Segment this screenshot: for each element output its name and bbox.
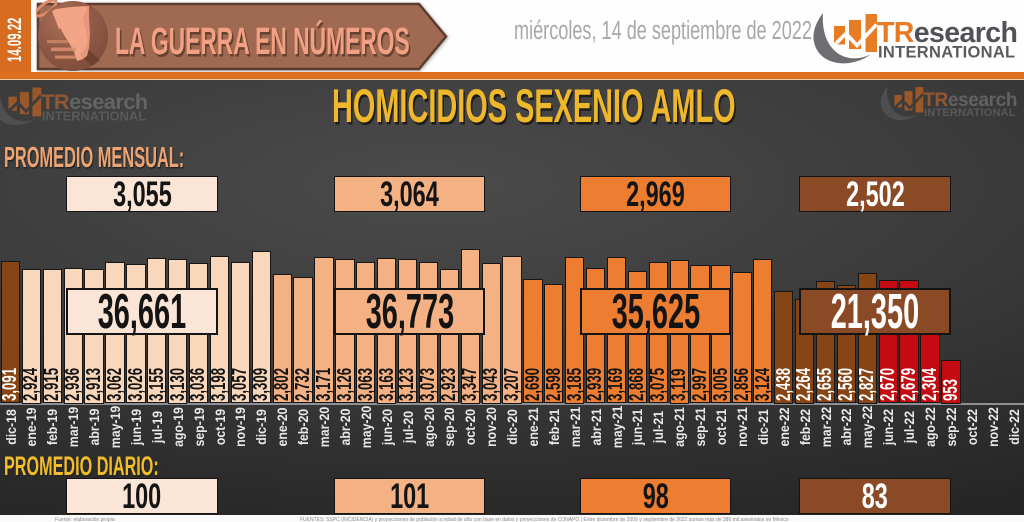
svg-text:INTERNATIONAL: INTERNATIONAL <box>42 110 146 124</box>
svg-text:TResearch: TResearch <box>877 17 1017 49</box>
svg-text:INTERNATIONAL: INTERNATIONAL <box>924 107 1016 119</box>
svg-text:TResearch: TResearch <box>923 89 1017 110</box>
svg-text:TResearch: TResearch <box>41 89 147 114</box>
svg-text:INTERNATIONAL: INTERNATIONAL <box>878 44 1015 62</box>
